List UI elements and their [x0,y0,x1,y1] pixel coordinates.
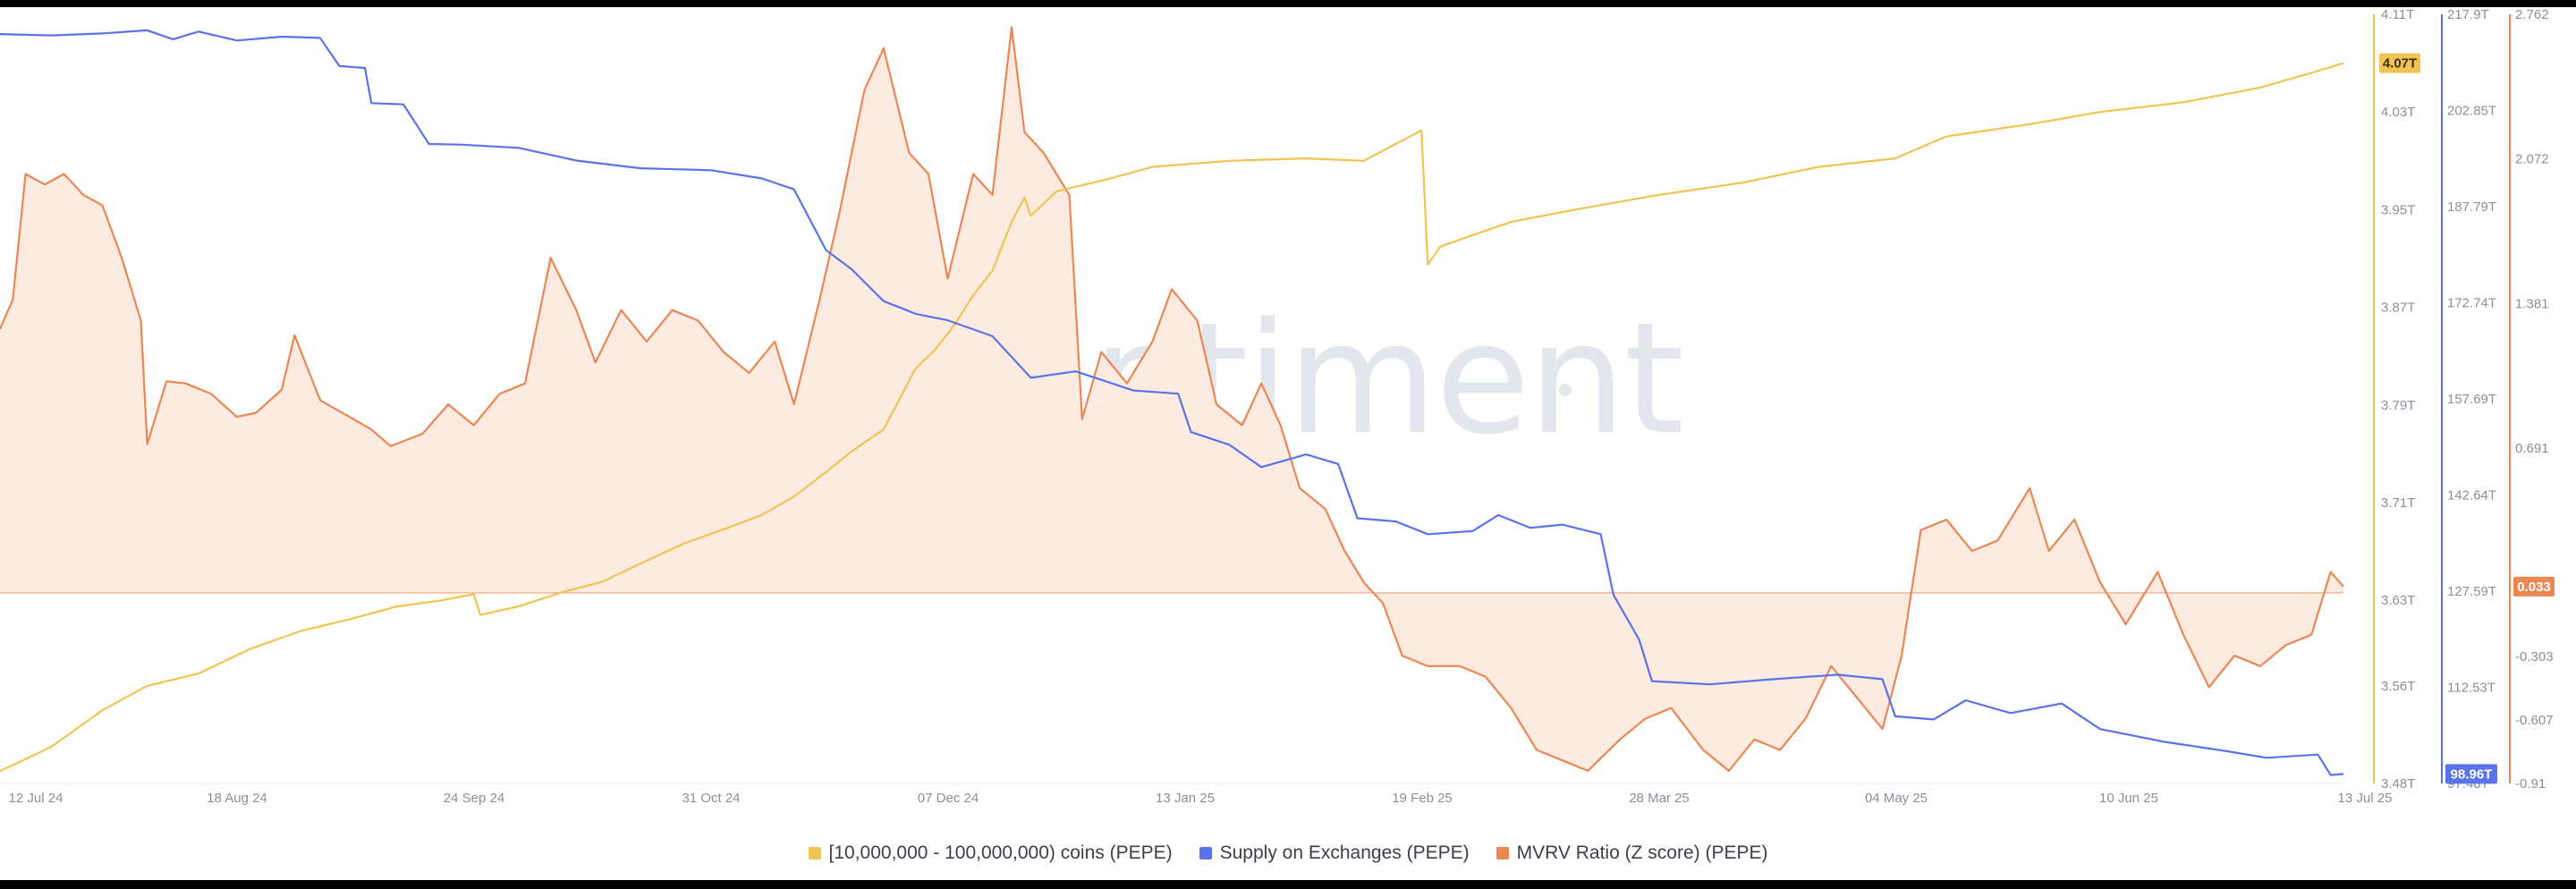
x-tick-label: 24 Sep 24 [444,791,504,806]
x-tick-label: 13 Jul 25 [2338,791,2393,806]
axis-badge-label-supply: 98.96T [2451,766,2493,782]
x-tick-label: 19 Feb 25 [1392,791,1453,806]
axis-tick-mvrv: 1.381 [2515,296,2549,311]
axis-badge-label-holders: 4.07T [2383,56,2417,72]
chart-svg: santiment 4.11T4.03T3.95T3.87T3.79T3.71T… [0,7,2555,806]
axis-tick-holders: 3.56T [2381,679,2415,694]
axis-tick-mvrv: -0.607 [2515,713,2554,728]
legend-label-holders: [10,000,000 - 100,000,000) coins (PEPE) [828,842,1173,863]
axis-tick-supply: 202.85T [2447,103,2496,118]
legend-item-holders[interactable]: [10,000,000 - 100,000,000) coins (PEPE) [808,842,1173,864]
x-tick-label: 10 Jun 25 [2099,791,2158,806]
x-tick-label: 07 Dec 24 [918,791,979,806]
x-tick-label: 28 Mar 25 [1629,791,1690,806]
chart-frame: santiment 4.11T 4.03T 3.95T 3.87T 3.79T 3.71T… [0,7,2576,880]
series-line-mvrv [0,26,2344,772]
x-tick-label: 18 Aug 24 [207,791,267,806]
legend-label-supply: Supply on Exchanges (PEPE) [1219,842,1470,863]
x-tick-label: 12 Jul 24 [9,791,64,806]
axis-badge-mvrv [2513,576,2555,597]
series-line-holders [0,62,2344,773]
legend-item-mvrv[interactable]: MVRV Ratio (Z score) (PEPE) [1496,842,1768,864]
axis-badge-label-mvrv: 0.033 [2517,580,2551,595]
axis-tick-supply: 142.64T [2447,487,2496,503]
axis-tick-supply: 217.9T [2447,7,2489,22]
axis-badge-holders [2379,53,2420,73]
axis-tick-holders: 4.03T [2381,105,2415,120]
axis-tick-supply: 172.74T [2447,296,2496,311]
axis-tick-holders: 4.11T [2381,7,2414,22]
axis-tick-supply: 127.59T [2447,584,2496,599]
mvrv-area [0,27,2343,771]
axis-tick-holders: 3.87T [2381,301,2415,316]
axis-tick-mvrv: 0.691 [2515,441,2549,456]
x-tick-label: 04 May 25 [1865,791,1928,806]
axis-tick-mvrv: -0.303 [2515,649,2554,665]
legend-swatch-mvrv [1496,847,1509,859]
series-line-supply [0,29,2344,776]
axis-tick-mvrv: -0.91 [2515,776,2546,792]
axis-tick-holders: 3.48T [2381,776,2415,792]
watermark-dot-right [1559,384,1572,396]
axis-tick-holders: 3.63T [2381,593,2415,608]
x-tick-label: 13 Jan 25 [1156,791,1215,806]
axis-tick-supply: 187.79T [2447,199,2496,215]
legend-swatch-holders [808,847,821,859]
axis-badge-supply [2445,764,2497,784]
legend-item-supply[interactable]: Supply on Exchanges (PEPE) [1199,842,1470,864]
legend-swatch-supply [1199,847,1212,859]
axis-tick-mvrv: 2.762 [2515,7,2549,22]
x-tick-label: 31 Oct 24 [682,791,740,806]
axis-tick-holders: 3.95T [2381,202,2415,217]
axis-tick-supply: 157.69T [2447,392,2496,407]
axis-tick-holders: 3.71T [2381,495,2415,511]
axis-tick-mvrv: 2.072 [2515,152,2549,167]
legend: [10,000,000 - 100,000,000) coins (PEPE) … [0,839,2576,868]
axis-tick-supply: 112.53T [2447,681,2496,696]
axis-tick-holders: 3.79T [2381,398,2415,413]
legend-label-mvrv: MVRV Ratio (Z score) (PEPE) [1516,842,1768,863]
